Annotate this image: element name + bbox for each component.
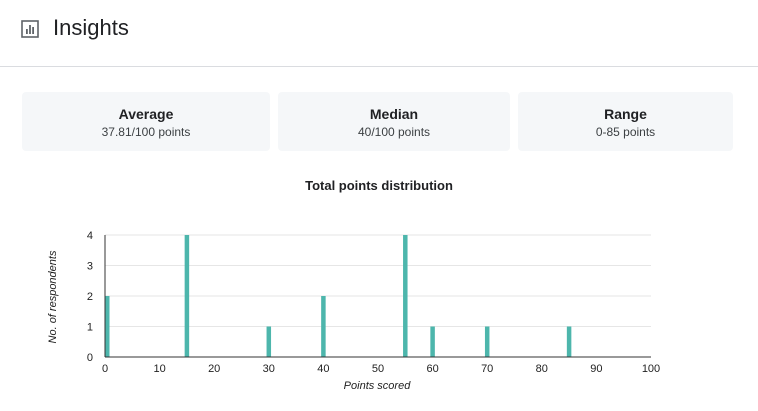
bar bbox=[403, 235, 408, 357]
y-tick-label: 4 bbox=[87, 230, 93, 242]
average-card: Average 37.81/100 points bbox=[22, 92, 270, 151]
average-label: Average bbox=[118, 106, 174, 122]
x-tick-label: 70 bbox=[481, 363, 493, 375]
insights-header: Insights bbox=[0, 0, 758, 67]
x-tick-label: 80 bbox=[536, 363, 548, 375]
x-tick-label: 40 bbox=[317, 363, 329, 375]
x-axis-title: Points scored bbox=[344, 380, 412, 392]
x-tick-label: 100 bbox=[642, 363, 660, 375]
x-tick-label: 90 bbox=[590, 363, 602, 375]
x-tick-label: 0 bbox=[102, 363, 108, 375]
page-title: Insights bbox=[53, 15, 129, 40]
range-label: Range bbox=[604, 106, 647, 122]
range-card: Range 0-85 points bbox=[518, 92, 733, 151]
y-tick-label: 1 bbox=[87, 322, 93, 334]
bar bbox=[430, 326, 435, 357]
bar bbox=[266, 326, 272, 357]
median-card: Median 40/100 points bbox=[278, 92, 510, 151]
median-value: 40/100 points bbox=[357, 125, 431, 139]
x-tick-label: 60 bbox=[426, 363, 438, 375]
range-value: 0-85 points bbox=[595, 125, 656, 139]
bar bbox=[321, 296, 326, 357]
median-label: Median bbox=[369, 106, 419, 122]
y-tick-label: 3 bbox=[87, 261, 93, 273]
bar bbox=[484, 326, 490, 357]
y-tick-label: 2 bbox=[87, 291, 93, 303]
x-tick-label: 10 bbox=[153, 363, 165, 375]
x-tick-label: 30 bbox=[263, 363, 275, 375]
y-axis-title: No. of respondents bbox=[47, 250, 59, 343]
bar bbox=[566, 326, 572, 357]
chart-title: Total points distribution bbox=[305, 178, 453, 193]
average-value: 37.81/100 points bbox=[101, 125, 191, 139]
x-tick-label: 50 bbox=[372, 363, 384, 375]
x-tick-label: 20 bbox=[208, 363, 220, 375]
bar bbox=[184, 235, 190, 357]
bar bbox=[105, 296, 110, 357]
y-tick-label: 0 bbox=[87, 352, 93, 364]
bar-chart-icon bbox=[21, 20, 39, 38]
